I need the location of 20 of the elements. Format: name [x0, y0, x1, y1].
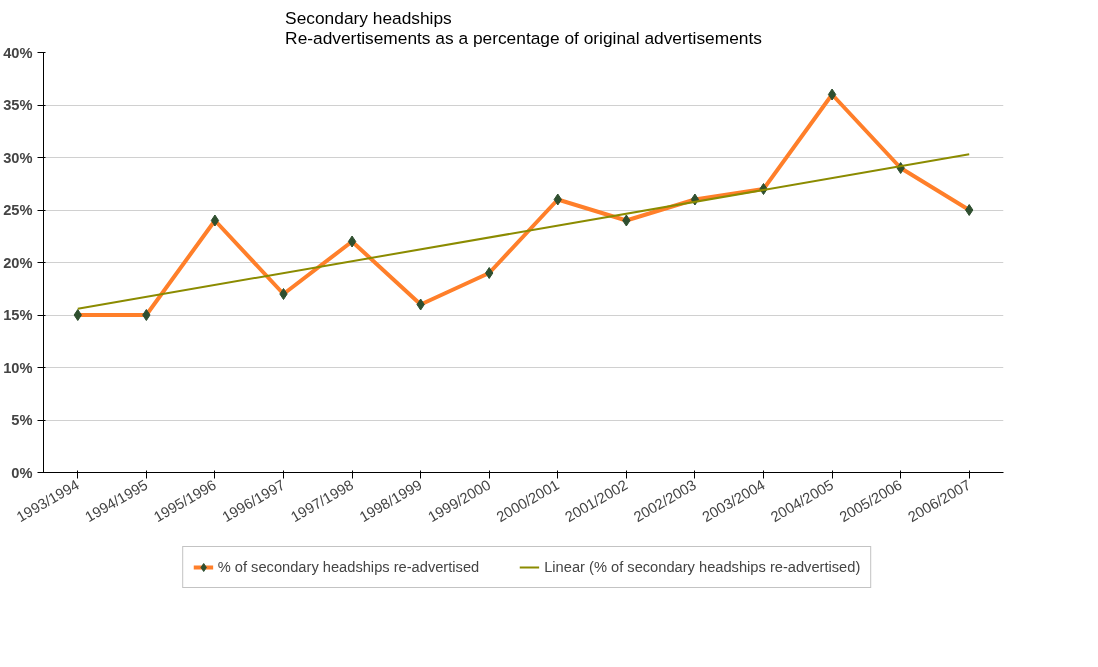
point — [142, 309, 151, 321]
y-tick-label: 5% — [11, 412, 33, 428]
y-tick-label: 0% — [11, 464, 33, 481]
chart-title: Secondary headships Re-advertisements as a percentage of original advertisements — [285, 7, 763, 48]
point — [965, 204, 974, 216]
y-tick-label: 25% — [3, 202, 33, 218]
point — [279, 288, 288, 300]
point — [347, 235, 357, 248]
y-tick-label: 30% — [3, 149, 33, 166]
point — [827, 88, 837, 101]
legend-label: Linear (% of secondary headships re-advertised) — [544, 559, 861, 575]
y-tick-label: 20% — [3, 254, 33, 271]
y-tick-label: 40% — [3, 44, 33, 61]
y-tick-label: 35% — [3, 97, 33, 113]
point — [73, 309, 82, 321]
y-tick-label: 15% — [3, 307, 33, 323]
y-tick-label: 10% — [3, 359, 33, 376]
legend-label: % of secondary headships re-advertised — [217, 559, 480, 575]
point — [485, 267, 494, 279]
point — [210, 214, 220, 227]
